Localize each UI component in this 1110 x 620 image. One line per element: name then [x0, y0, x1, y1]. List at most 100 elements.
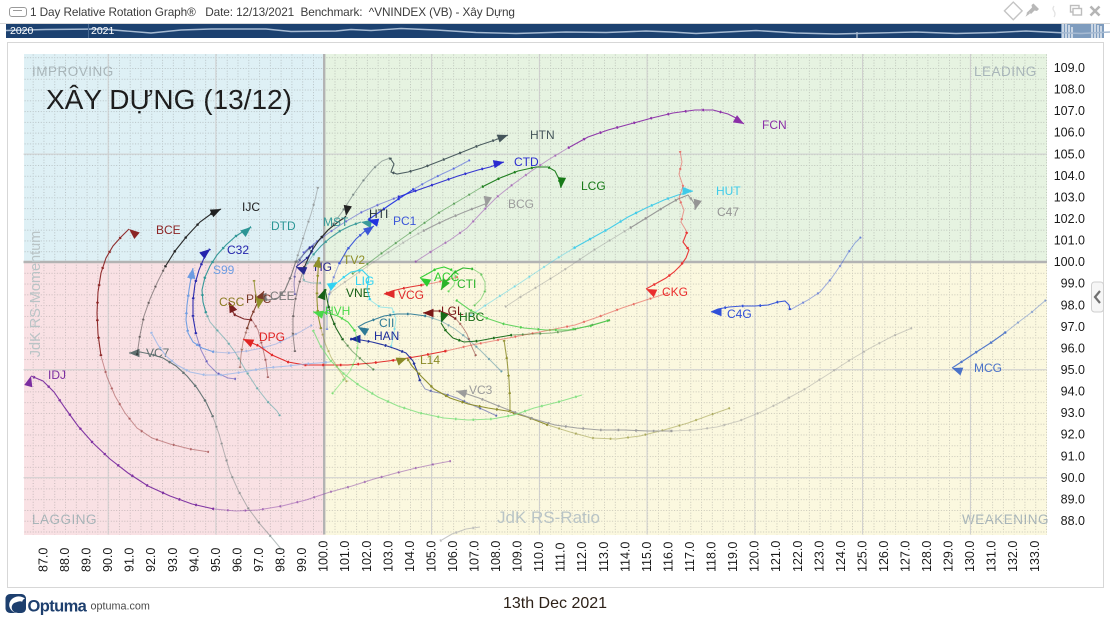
svg-text:HTN: HTN: [530, 128, 555, 142]
svg-text:87.0: 87.0: [37, 548, 51, 572]
svg-text:HBC: HBC: [459, 310, 485, 324]
svg-text:CTI: CTI: [457, 277, 476, 291]
svg-text:132.0: 132.0: [1006, 541, 1020, 572]
svg-text:108.0: 108.0: [1054, 83, 1085, 97]
svg-text:102.0: 102.0: [1054, 212, 1085, 226]
svg-text:JdK RS-Ratio: JdK RS-Ratio: [497, 508, 600, 527]
svg-text:101.0: 101.0: [1054, 234, 1085, 248]
svg-text:100.0: 100.0: [317, 541, 331, 572]
svg-text:98.0: 98.0: [274, 548, 288, 572]
svg-text:90.0: 90.0: [101, 548, 115, 572]
svg-text:105.0: 105.0: [424, 541, 438, 572]
svg-text:93.0: 93.0: [1061, 406, 1085, 420]
svg-text:105.0: 105.0: [1054, 147, 1085, 161]
svg-text:118.0: 118.0: [705, 542, 719, 572]
svg-text:DPG: DPG: [259, 330, 285, 344]
svg-text:95.0: 95.0: [209, 548, 223, 572]
svg-text:91.0: 91.0: [123, 548, 137, 572]
svg-text:91.0: 91.0: [1061, 449, 1085, 463]
svg-text:109.0: 109.0: [511, 541, 525, 572]
svg-text:CKG: CKG: [662, 285, 688, 299]
svg-text:VNE: VNE: [346, 286, 371, 300]
svg-text:MST: MST: [323, 215, 349, 229]
svg-text:122.0: 122.0: [791, 541, 805, 572]
svg-text:FCN: FCN: [762, 118, 787, 132]
svg-text:88.0: 88.0: [1061, 514, 1085, 528]
svg-text:IDJ: IDJ: [48, 368, 66, 382]
svg-text:127.0: 127.0: [899, 541, 913, 572]
svg-text:133.0: 133.0: [1028, 541, 1042, 572]
svg-text:100.0: 100.0: [1054, 255, 1085, 269]
svg-text:optuma.com: optuma.com: [91, 601, 150, 613]
svg-text:103.0: 103.0: [1054, 190, 1085, 204]
svg-text:95.0: 95.0: [1061, 363, 1085, 377]
svg-text:114.0: 114.0: [618, 542, 632, 572]
svg-text:88.0: 88.0: [58, 548, 72, 572]
svg-text:112.0: 112.0: [575, 542, 589, 572]
svg-text:107.0: 107.0: [1054, 104, 1085, 118]
svg-text:HTI: HTI: [369, 207, 388, 221]
svg-text:126.0: 126.0: [877, 541, 891, 572]
svg-text:CSC: CSC: [219, 295, 245, 309]
svg-text:CEE: CEE: [270, 289, 295, 303]
svg-text:102.0: 102.0: [360, 541, 374, 572]
svg-text:C4G: C4G: [727, 307, 752, 321]
svg-text:98.0: 98.0: [1061, 298, 1085, 312]
svg-text:130.0: 130.0: [963, 541, 977, 572]
svg-text:Optuma: Optuma: [28, 598, 88, 616]
svg-text:125.0: 125.0: [855, 541, 869, 572]
svg-text:99.0: 99.0: [295, 548, 309, 572]
svg-text:BCG: BCG: [508, 197, 534, 211]
svg-text:110.0: 110.0: [532, 542, 546, 572]
svg-text:C47: C47: [717, 205, 739, 219]
svg-text:107.0: 107.0: [468, 541, 482, 572]
svg-text:131.0: 131.0: [985, 541, 999, 572]
svg-text:108.0: 108.0: [489, 541, 503, 572]
svg-text:116.0: 116.0: [662, 542, 676, 572]
svg-text:VC3: VC3: [469, 383, 493, 397]
svg-text:117.0: 117.0: [683, 542, 697, 572]
svg-text:103.0: 103.0: [381, 541, 395, 572]
svg-text:124.0: 124.0: [834, 541, 848, 572]
svg-text:121.0: 121.0: [769, 541, 783, 572]
svg-text:104.0: 104.0: [403, 541, 417, 572]
svg-text:123.0: 123.0: [812, 541, 826, 572]
svg-text:IJC: IJC: [242, 200, 260, 214]
svg-text:97.0: 97.0: [252, 548, 266, 572]
svg-text:92.0: 92.0: [144, 548, 158, 572]
svg-text:DTD: DTD: [271, 219, 296, 233]
svg-text:99.0: 99.0: [1061, 277, 1085, 291]
svg-text:C32: C32: [227, 243, 249, 257]
svg-text:89.0: 89.0: [80, 548, 94, 572]
svg-text:90.0: 90.0: [1061, 471, 1085, 485]
svg-text:89.0: 89.0: [1061, 492, 1085, 506]
svg-text:115.0: 115.0: [640, 542, 654, 572]
svg-text:HVH: HVH: [325, 304, 350, 318]
svg-text:93.0: 93.0: [166, 548, 180, 572]
svg-text:106.0: 106.0: [1054, 126, 1085, 140]
svg-text:VC7: VC7: [146, 346, 170, 360]
svg-text:HAN: HAN: [374, 329, 399, 343]
svg-text:L14: L14: [420, 353, 440, 367]
svg-text:94.0: 94.0: [1061, 385, 1085, 399]
svg-text:MCG: MCG: [974, 361, 1002, 375]
svg-text:VCG: VCG: [398, 288, 424, 302]
svg-text:LCG: LCG: [581, 179, 606, 193]
svg-text:111.0: 111.0: [554, 543, 568, 572]
svg-text:BCE: BCE: [156, 223, 181, 237]
svg-text:120.0: 120.0: [748, 541, 762, 572]
svg-text:97.0: 97.0: [1061, 320, 1085, 334]
svg-text:HUT: HUT: [716, 184, 741, 198]
svg-text:128.0: 128.0: [920, 541, 934, 572]
svg-text:119.0: 119.0: [726, 542, 740, 572]
svg-text:CTD: CTD: [514, 155, 539, 169]
svg-text:106.0: 106.0: [446, 541, 460, 572]
svg-text:S99: S99: [213, 263, 235, 277]
svg-text:PC1: PC1: [393, 214, 417, 228]
svg-text:113.0: 113.0: [597, 542, 611, 572]
svg-text:CII: CII: [379, 316, 394, 330]
svg-text:104.0: 104.0: [1054, 169, 1085, 183]
svg-text:96.0: 96.0: [1061, 341, 1085, 355]
svg-text:109.0: 109.0: [1054, 61, 1085, 75]
svg-text:LIG: LIG: [355, 274, 374, 288]
